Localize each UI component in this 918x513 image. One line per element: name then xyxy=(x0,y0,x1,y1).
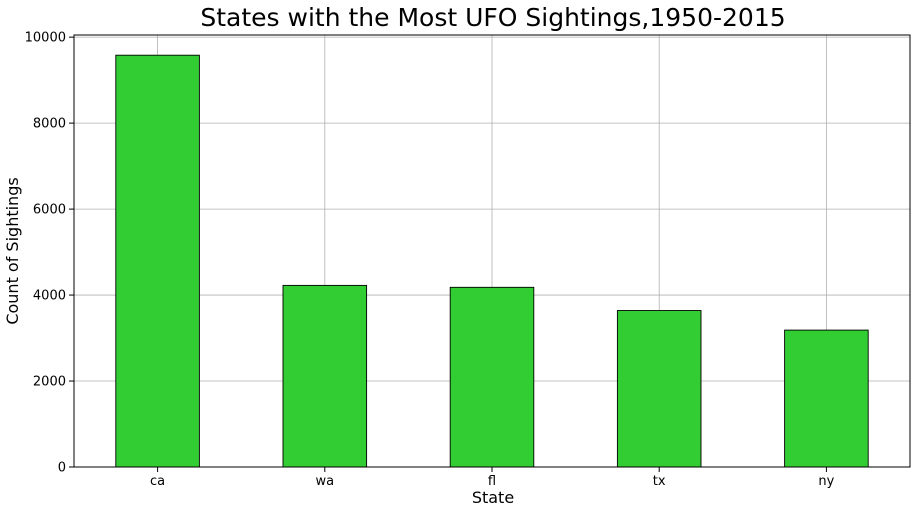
y-tick-label: 0 xyxy=(58,461,66,476)
bars xyxy=(115,54,869,468)
x-axis-label: State xyxy=(472,488,514,507)
x-tick-label-ny: ny xyxy=(818,474,834,489)
chart-title: States with the Most UFO Sightings,1950-… xyxy=(200,3,785,32)
x-axis: ca wa fl tx ny xyxy=(150,467,835,489)
bar-tx xyxy=(616,310,702,468)
bar-ca xyxy=(115,54,200,468)
y-axis: 0 2000 4000 6000 8000 10000 xyxy=(25,31,74,476)
bar-wa xyxy=(282,284,368,468)
x-tick-label-fl: fl xyxy=(488,474,496,489)
x-tick-label-ca: ca xyxy=(150,474,165,489)
y-tick-label: 4000 xyxy=(33,289,66,304)
y-axis-label: Count of Sightings xyxy=(3,177,22,324)
y-tick-label: 2000 xyxy=(33,375,66,390)
bar-ny xyxy=(784,329,869,468)
y-tick-label: 8000 xyxy=(33,117,66,132)
x-tick-label-wa: wa xyxy=(315,474,334,489)
bar-fl xyxy=(449,286,535,468)
x-tick-label-tx: tx xyxy=(653,474,666,489)
y-tick-label: 6000 xyxy=(33,203,66,218)
y-tick-label: 10000 xyxy=(25,31,66,46)
